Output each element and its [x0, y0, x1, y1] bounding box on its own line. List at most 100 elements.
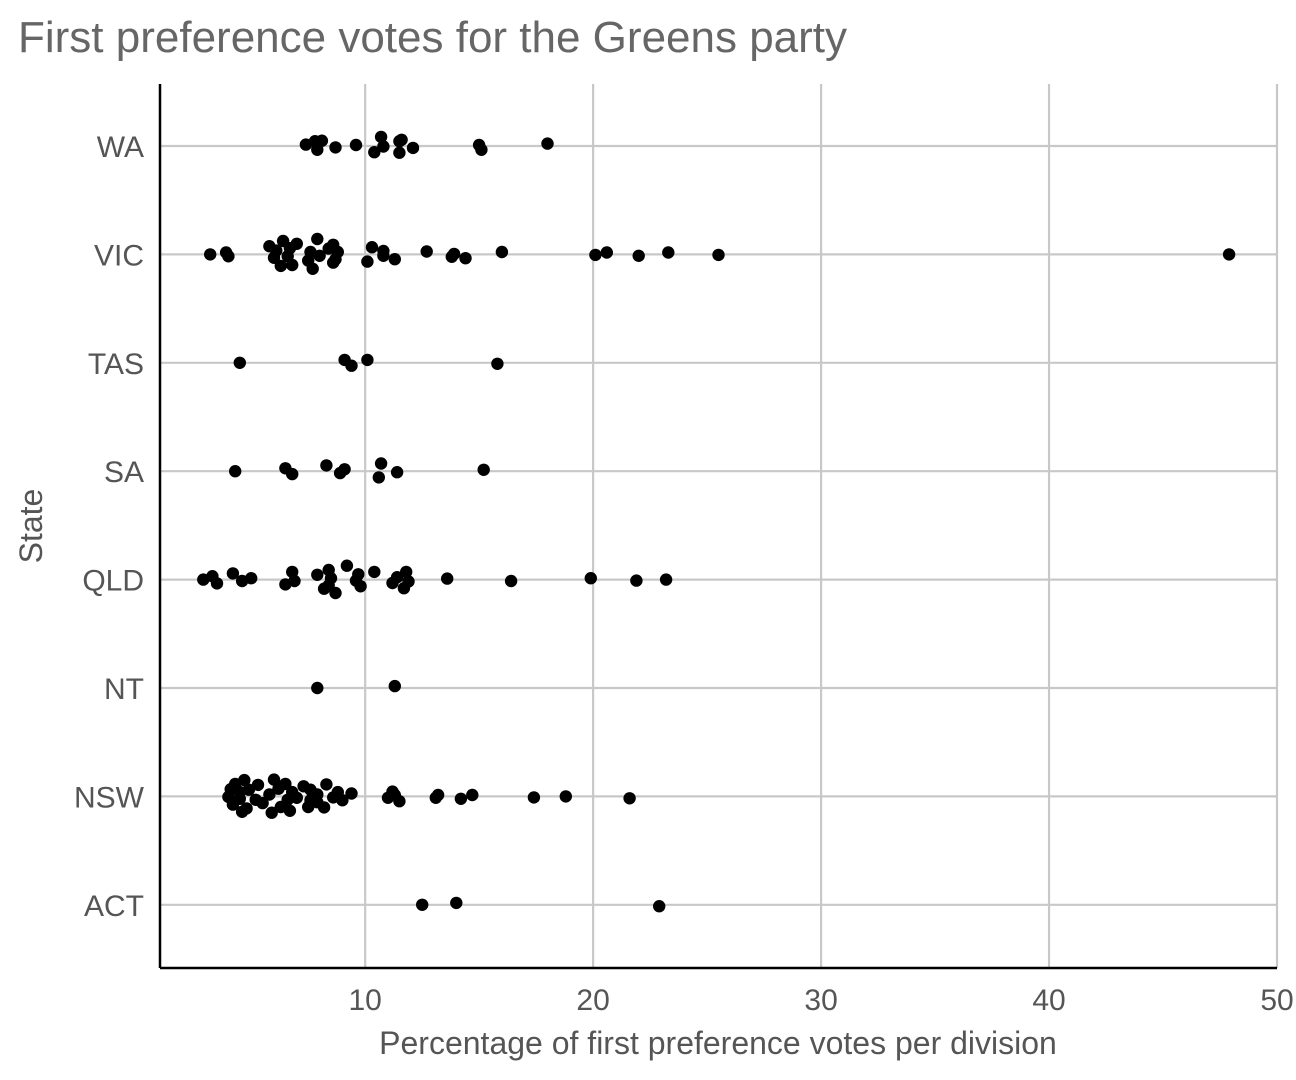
point-nsw-40	[431, 788, 445, 802]
point-qld-15	[340, 559, 354, 572]
point-vic-21	[331, 245, 344, 259]
point-nsw-18	[279, 777, 292, 791]
point-nsw-22	[290, 791, 303, 804]
point-nt-0	[311, 681, 324, 695]
point-vic-31	[495, 245, 509, 259]
point-vic-25	[377, 244, 390, 258]
point-wa-6	[368, 146, 381, 159]
point-vic-34	[632, 249, 645, 262]
point-qld-9	[311, 568, 324, 581]
point-sa-7	[374, 457, 388, 470]
point-nsw-33	[336, 794, 349, 807]
point-nsw-29	[317, 801, 331, 814]
point-vic-2	[222, 250, 235, 263]
point-qld-19	[368, 565, 381, 579]
point-vic-26	[388, 253, 401, 266]
point-act-0	[416, 898, 429, 911]
point-nsw-8	[240, 802, 253, 815]
chart-title: First preference votes for the Greens pa…	[18, 13, 847, 62]
point-nsw-30	[320, 778, 333, 791]
point-vic-37	[1222, 248, 1236, 261]
y-tick-label-sa: SA	[104, 456, 144, 489]
point-qld-17	[352, 568, 365, 581]
point-vic-10	[286, 258, 299, 272]
point-sa-8	[390, 466, 404, 479]
point-nsw-42	[466, 788, 479, 802]
vertical-gridlines	[364, 84, 1279, 968]
point-nsw-7	[238, 773, 251, 787]
x-tick-label-20: 20	[576, 984, 609, 1017]
point-nsw-11	[251, 778, 265, 792]
point-nsw-28	[311, 788, 324, 801]
point-wa-12	[406, 141, 420, 155]
point-vic-36	[712, 248, 725, 262]
y-tick-label-nt: NT	[104, 673, 144, 706]
point-qld-5	[245, 572, 258, 585]
y-tick-label-wa: WA	[97, 131, 144, 164]
point-vic-5	[270, 244, 283, 257]
point-vic-29	[447, 247, 461, 261]
point-qld-26	[504, 574, 518, 588]
y-tick-label-act: ACT	[84, 890, 144, 923]
point-act-1	[450, 896, 463, 910]
point-wa-14	[472, 138, 486, 152]
point-sa-6	[372, 471, 385, 484]
point-vic-22	[361, 255, 374, 268]
point-vic-30	[459, 252, 472, 265]
point-vic-6	[274, 259, 287, 273]
point-qld-3	[226, 567, 240, 580]
point-wa-15	[541, 137, 554, 150]
point-tas-3	[361, 353, 374, 367]
point-qld-18	[354, 580, 367, 593]
point-qld-8	[288, 574, 301, 588]
point-wa-3	[315, 134, 329, 147]
x-tick-label-50: 50	[1260, 984, 1293, 1017]
point-wa-4	[329, 141, 342, 154]
x-tick-label-40: 40	[1032, 984, 1065, 1017]
point-vic-16	[313, 249, 326, 262]
y-axis-label: State	[13, 489, 49, 564]
point-wa-9	[393, 146, 406, 159]
point-nsw-14	[265, 806, 278, 819]
point-nsw-44	[559, 790, 572, 803]
point-tas-0	[233, 356, 246, 369]
y-tick-label-qld: QLD	[82, 565, 144, 598]
point-vic-11	[290, 237, 303, 250]
point-qld-29	[659, 573, 673, 586]
point-qld-23	[400, 565, 413, 579]
x-axis-tick-labels: 10 20 30 40 50	[348, 984, 1293, 1017]
point-vic-0	[204, 248, 217, 261]
point-sa-2	[286, 467, 299, 481]
point-qld-21	[390, 571, 404, 584]
point-sa-9	[477, 463, 490, 476]
point-qld-27	[584, 572, 597, 585]
point-nsw-45	[623, 792, 636, 805]
x-tick-label-30: 30	[804, 984, 837, 1017]
point-qld-14	[329, 586, 342, 600]
point-nsw-38	[393, 795, 406, 808]
point-nsw-9	[242, 783, 256, 796]
point-wa-11	[395, 133, 408, 146]
point-nsw-41	[454, 792, 468, 805]
point-nsw-13	[263, 788, 276, 801]
point-vic-15	[311, 232, 324, 246]
y-axis-tick-labels: WA VIC TAS SA QLD NT NSW ACT	[74, 131, 145, 923]
y-tick-label-nsw: NSW	[74, 781, 145, 814]
point-tas-2	[345, 359, 358, 372]
point-nsw-43	[527, 791, 541, 804]
data-points	[197, 130, 1236, 913]
y-tick-label-vic: VIC	[94, 239, 144, 272]
point-qld-28	[630, 574, 643, 587]
point-wa-8	[377, 140, 390, 153]
point-vic-32	[589, 248, 602, 262]
x-tick-label-10: 10	[348, 984, 381, 1017]
point-qld-2	[210, 577, 224, 590]
point-vic-14	[306, 262, 319, 275]
point-sa-3	[320, 459, 333, 472]
point-vic-35	[662, 246, 675, 259]
point-sa-5	[338, 463, 351, 476]
point-wa-7	[374, 130, 388, 144]
point-sa-0	[229, 465, 242, 478]
point-wa-5	[349, 138, 363, 152]
